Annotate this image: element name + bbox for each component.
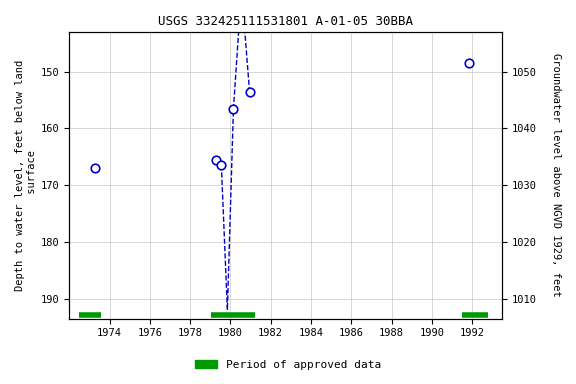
Point	[229, 106, 238, 112]
Point	[212, 157, 221, 163]
Y-axis label: Depth to water level, feet below land
 surface: Depth to water level, feet below land su…	[15, 60, 37, 291]
Point	[245, 88, 254, 94]
Y-axis label: Groundwater level above NGVD 1929, feet: Groundwater level above NGVD 1929, feet	[551, 53, 561, 297]
Title: USGS 332425111531801 A-01-05 30BBA: USGS 332425111531801 A-01-05 30BBA	[158, 15, 414, 28]
Point	[91, 165, 100, 171]
Point	[217, 162, 226, 169]
Point	[464, 60, 473, 66]
Legend: Period of approved data: Period of approved data	[191, 356, 385, 375]
